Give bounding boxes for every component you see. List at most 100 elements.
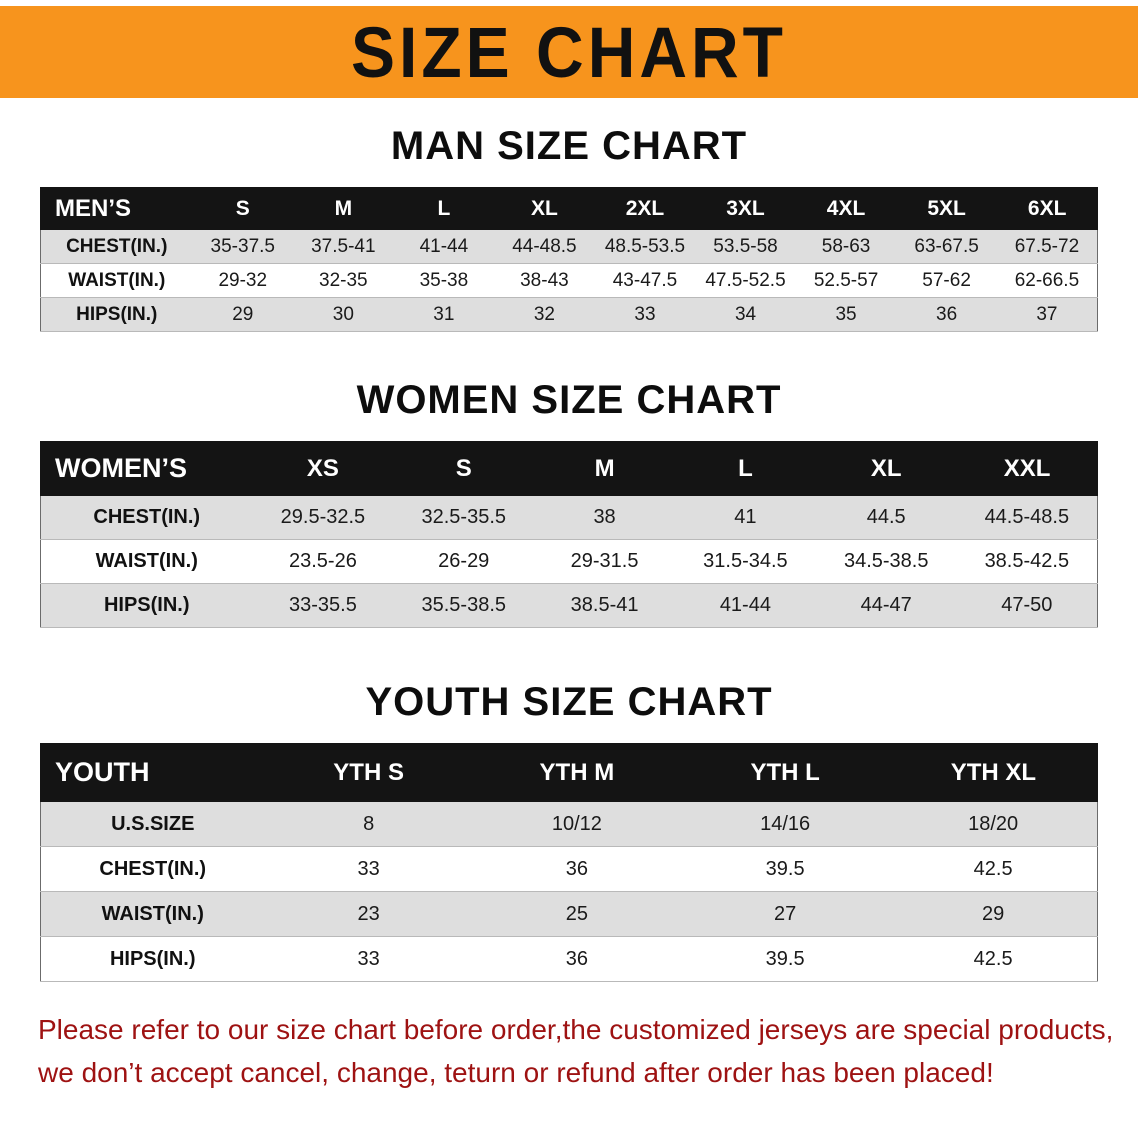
measurement-cell: 14/16 (681, 801, 890, 847)
table-header-row: WOMEN’S XS S M L XL XXL (40, 441, 1098, 496)
measurement-cell: 58-63 (795, 229, 897, 264)
table-row: CHEST(IN.) 29.5-32.5 32.5-35.5 38 41 44.5 44.5… (40, 495, 1098, 540)
table-category-header: MEN’S (40, 187, 193, 230)
size-column-header: 6XL (996, 187, 1098, 230)
table-category-header: WOMEN’S (40, 441, 253, 496)
table-row: HIPS(IN.) 33-35.5 35.5-38.5 38.5-41 41-44 44-… (40, 583, 1098, 628)
table-header-row: YOUTH YTH S YTH M YTH L YTH XL (40, 743, 1099, 802)
measurement-cell: 42.5 (889, 936, 1098, 982)
measurement-cell: 30 (293, 297, 394, 332)
women-size-table: WOMEN’S XS S M L XL XXL CHEST(IN.) 29.5-32.5 32.5… (40, 441, 1098, 628)
measurement-cell: 52.5-57 (795, 263, 897, 298)
measurement-cell: 44-48.5 (494, 229, 595, 264)
size-column-header: YTH XL (888, 743, 1099, 802)
measurement-cell: 57-62 (896, 263, 997, 298)
man-size-table: MEN’S S M L XL 2XL 3XL 4XL 5XL 6XL CHEST(IN.) 35-37… (40, 187, 1098, 332)
youth-size-table: YOUTH YTH S YTH M YTH L YTH XL U.S.SIZE 8 10/12… (40, 743, 1099, 982)
row-label-cell: CHEST(IN.) (40, 846, 265, 892)
measurement-cell: 38.5-42.5 (956, 539, 1098, 584)
measurement-cell: 44.5 (815, 495, 957, 540)
measurement-cell: 41-44 (674, 583, 816, 628)
measurement-cell: 33 (264, 936, 473, 982)
size-column-header: 5XL (895, 187, 998, 230)
measurement-cell: 38-43 (494, 263, 595, 298)
measurement-cell: 63-67.5 (896, 229, 997, 264)
order-notice: Please refer to our size chart before or… (38, 1008, 1118, 1095)
measurement-cell: 36 (472, 936, 681, 982)
size-table: MEN’S S M L XL 2XL 3XL 4XL 5XL 6XL CHEST(IN.) 35-37… (40, 187, 1098, 332)
measurement-cell: 29-32 (192, 263, 294, 298)
measurement-cell: 39.5 (681, 936, 890, 982)
measurement-cell: 67.5-72 (996, 229, 1098, 264)
measurement-cell: 29 (192, 297, 294, 332)
measurement-cell: 26-29 (393, 539, 535, 584)
size-column-header: S (192, 187, 294, 230)
measurement-cell: 35.5-38.5 (393, 583, 535, 628)
table-header-row: MEN’S S M L XL 2XL 3XL 4XL 5XL 6XL (40, 187, 1098, 230)
page-title: SIZE CHART (351, 12, 787, 92)
measurement-cell: 35-38 (393, 263, 495, 298)
size-column-header: YTH S (263, 743, 474, 802)
size-column-header: L (393, 187, 495, 230)
measurement-cell: 29 (889, 891, 1098, 937)
measurement-cell: 62-66.5 (996, 263, 1098, 298)
measurement-cell: 53.5-58 (695, 229, 796, 264)
youth-section-title: YOUTH SIZE CHART (365, 680, 773, 724)
size-column-header: 4XL (795, 187, 897, 230)
measurement-cell: 41 (674, 495, 816, 540)
youth-size-chart-section: YOUTH SIZE CHART YOUTH YTH S YTH M YTH L YTH… (0, 680, 1138, 982)
measurement-cell: 42.5 (889, 846, 1098, 892)
measurement-cell: 32-35 (293, 263, 394, 298)
measurement-cell: 29.5-32.5 (252, 495, 394, 540)
size-column-header: M (533, 441, 676, 496)
table-row: HIPS(IN.) 29 30 31 32 33 34 35 36 37 (40, 297, 1098, 332)
measurement-cell: 29-31.5 (534, 539, 675, 584)
size-column-header: XS (252, 441, 394, 496)
measurement-cell: 31.5-34.5 (674, 539, 816, 584)
measurement-cell: 18/20 (889, 801, 1098, 847)
row-label-cell: CHEST(IN.) (40, 229, 193, 264)
measurement-cell: 33 (594, 297, 696, 332)
measurement-cell: 33 (264, 846, 473, 892)
size-column-header: XXL (956, 441, 1098, 496)
size-column-header: YTH M (472, 743, 682, 802)
row-label-cell: WAIST(IN.) (40, 263, 193, 298)
size-table: WOMEN’S XS S M L XL XXL CHEST(IN.) 29.5-32.5 32.5… (40, 441, 1098, 628)
measurement-cell: 35-37.5 (192, 229, 294, 264)
man-section-title: MAN SIZE CHART (390, 124, 748, 168)
size-column-header: M (292, 187, 395, 230)
measurement-cell: 34 (695, 297, 796, 332)
measurement-cell: 10/12 (472, 801, 681, 847)
measurement-cell: 44-47 (815, 583, 957, 628)
row-label-cell: HIPS(IN.) (40, 297, 193, 332)
women-section-title: WOMEN SIZE CHART (356, 378, 782, 422)
row-label-cell: CHEST(IN.) (40, 495, 253, 540)
measurement-cell: 36 (472, 846, 681, 892)
measurement-cell: 36 (896, 297, 997, 332)
measurement-cell: 32.5-35.5 (393, 495, 535, 540)
measurement-cell: 35 (795, 297, 897, 332)
size-column-header: XL (815, 441, 958, 496)
measurement-cell: 37 (996, 297, 1098, 332)
table-row: HIPS(IN.) 33 36 39.5 42.5 (40, 936, 1098, 982)
measurement-cell: 38.5-41 (534, 583, 675, 628)
row-label-cell: WAIST(IN.) (40, 539, 253, 584)
row-label-cell: HIPS(IN.) (40, 936, 265, 982)
notice-line-2: we don’t accept cancel, change, teturn o… (38, 1057, 994, 1089)
measurement-cell: 23.5-26 (252, 539, 394, 584)
measurement-cell: 37.5-41 (293, 229, 394, 264)
table-row: WAIST(IN.) 23.5-26 26-29 29-31.5 31.5-34.5 34… (40, 539, 1098, 584)
table-row: WAIST(IN.) 29-32 32-35 35-38 38-43 43-47.5 47.… (40, 263, 1098, 298)
size-table: YOUTH YTH S YTH M YTH L YTH XL U.S.SIZE 8 10/12… (40, 743, 1099, 982)
measurement-cell: 31 (393, 297, 495, 332)
banner: SIZE CHART (0, 6, 1138, 98)
size-column-header: S (392, 441, 535, 496)
measurement-cell: 48.5-53.5 (594, 229, 696, 264)
table-row: CHEST(IN.) 35-37.5 37.5-41 41-44 44-48.5 48.5… (40, 229, 1098, 264)
measurement-cell: 25 (472, 891, 681, 937)
size-column-header: 2XL (594, 187, 696, 230)
measurement-cell: 27 (681, 891, 890, 937)
size-chart-page: SIZE CHART MAN SIZE CHART MEN’S S M L XL 2XL 3… (0, 6, 1138, 1132)
measurement-cell: 47-50 (956, 583, 1098, 628)
table-row: U.S.SIZE 8 10/12 14/16 18/20 (40, 801, 1098, 847)
